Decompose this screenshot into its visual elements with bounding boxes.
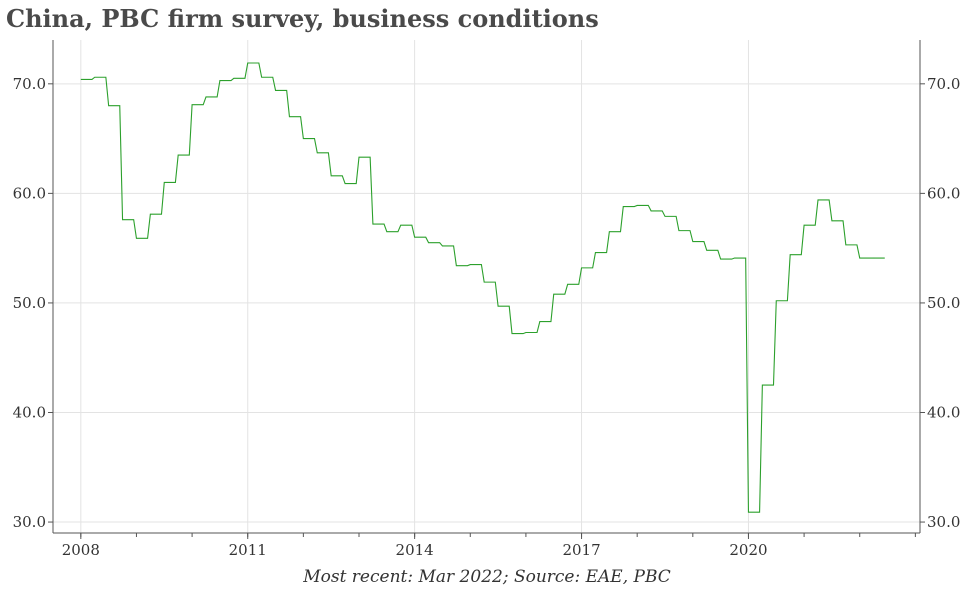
x-tick-label-3: 2017 xyxy=(562,541,600,559)
data-point xyxy=(372,223,374,225)
data-point xyxy=(247,62,249,64)
axes xyxy=(52,40,921,534)
data-point xyxy=(775,300,777,302)
data-point xyxy=(275,89,277,91)
data-point xyxy=(316,152,318,154)
axis-ticks: 30.0 30.0 40.0 40.0 50.0 50.0 60.0 60.0 70.0 70.0… xyxy=(13,75,961,559)
y-tick-label-right-1: 40.0 xyxy=(927,403,960,421)
data-point xyxy=(636,204,638,206)
data-point xyxy=(734,257,736,259)
data-point xyxy=(288,116,290,118)
data-point xyxy=(163,181,165,183)
data-point xyxy=(706,249,708,251)
data-point xyxy=(414,236,416,238)
data-point xyxy=(594,252,596,254)
y-tick-label-left-3: 60.0 xyxy=(13,184,46,202)
y-tick-label-left-2: 50.0 xyxy=(13,294,46,312)
data-point xyxy=(177,154,179,156)
y-tick-label-left-0: 30.0 xyxy=(13,513,46,531)
data-point xyxy=(567,283,569,285)
data-point xyxy=(191,104,193,106)
data-point xyxy=(428,242,430,244)
y-tick-label-left-4: 70.0 xyxy=(13,75,46,93)
data-point xyxy=(441,245,443,247)
data-point xyxy=(747,511,749,513)
y-tick-label-right-2: 50.0 xyxy=(927,294,960,312)
y-tick-label-right-0: 30.0 xyxy=(927,513,960,531)
chart-title: China, PBC firm survey, business conditi… xyxy=(6,4,599,33)
data-point xyxy=(205,96,207,98)
data-point xyxy=(122,219,124,221)
y-tick-label-right-3: 60.0 xyxy=(927,184,960,202)
data-point xyxy=(859,257,861,259)
grid-lines xyxy=(53,40,920,533)
data-point xyxy=(650,210,652,212)
data-point xyxy=(497,305,499,307)
data-point xyxy=(386,231,388,233)
series-line-0 xyxy=(80,62,885,513)
data-point xyxy=(581,267,583,269)
data-point xyxy=(94,76,96,78)
y-tick-label-left-1: 40.0 xyxy=(13,403,46,421)
data-point xyxy=(803,224,805,226)
data-point xyxy=(720,258,722,260)
data-point xyxy=(608,231,610,233)
data-point xyxy=(233,77,235,79)
data-point xyxy=(261,76,263,78)
data-point xyxy=(622,206,624,208)
data-point xyxy=(817,199,819,201)
x-tick-label-4: 2020 xyxy=(729,541,767,559)
data-point xyxy=(302,138,304,140)
data-point xyxy=(831,220,833,222)
data-point xyxy=(330,175,332,177)
data-point xyxy=(358,156,360,158)
data-point xyxy=(219,80,221,82)
y-tick-label-right-4: 70.0 xyxy=(927,75,960,93)
data-point xyxy=(678,230,680,232)
data-point xyxy=(553,293,555,295)
data-point xyxy=(692,241,694,243)
data-point xyxy=(664,215,666,217)
data-point xyxy=(400,224,402,226)
data-point xyxy=(845,244,847,246)
x-tick-label-1: 2011 xyxy=(229,541,267,559)
x-tick-label-0: 2008 xyxy=(62,541,100,559)
series-group xyxy=(80,62,885,513)
data-point xyxy=(135,237,137,239)
data-point xyxy=(80,78,82,80)
data-point xyxy=(539,321,541,323)
data-point xyxy=(469,264,471,266)
data-point xyxy=(761,384,763,386)
data-point xyxy=(511,333,513,335)
data-point xyxy=(789,254,791,256)
data-point xyxy=(873,257,875,259)
source-note: Most recent: Mar 2022; Source: EAE, PBC xyxy=(302,567,671,587)
data-point xyxy=(344,183,346,185)
data-point xyxy=(455,265,457,267)
data-point xyxy=(108,105,110,107)
x-tick-label-2: 2014 xyxy=(396,541,434,559)
data-point xyxy=(483,281,485,283)
data-point xyxy=(525,332,527,334)
data-point xyxy=(149,213,151,215)
